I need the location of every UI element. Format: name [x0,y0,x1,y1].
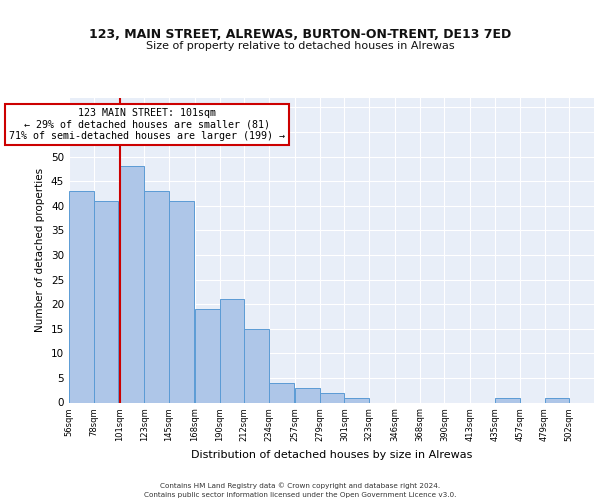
Text: Contains HM Land Registry data © Crown copyright and database right 2024.
Contai: Contains HM Land Registry data © Crown c… [144,482,456,498]
Y-axis label: Number of detached properties: Number of detached properties [35,168,46,332]
Bar [69,191,94,402]
Bar [145,191,169,402]
Text: Size of property relative to detached houses in Alrewas: Size of property relative to detached ho… [146,41,454,51]
Bar [545,398,569,402]
Bar [244,328,269,402]
Bar [269,383,294,402]
Bar [320,392,344,402]
X-axis label: Distribution of detached houses by size in Alrewas: Distribution of detached houses by size … [191,450,472,460]
Bar [119,166,145,402]
Bar [94,201,118,402]
Bar [495,398,520,402]
Bar [295,388,320,402]
Text: 123 MAIN STREET: 101sqm
← 29% of detached houses are smaller (81)
71% of semi-de: 123 MAIN STREET: 101sqm ← 29% of detache… [8,108,284,141]
Bar [195,309,220,402]
Bar [344,398,369,402]
Text: 123, MAIN STREET, ALREWAS, BURTON-ON-TRENT, DE13 7ED: 123, MAIN STREET, ALREWAS, BURTON-ON-TRE… [89,28,511,40]
Bar [169,201,194,402]
Bar [220,299,244,403]
